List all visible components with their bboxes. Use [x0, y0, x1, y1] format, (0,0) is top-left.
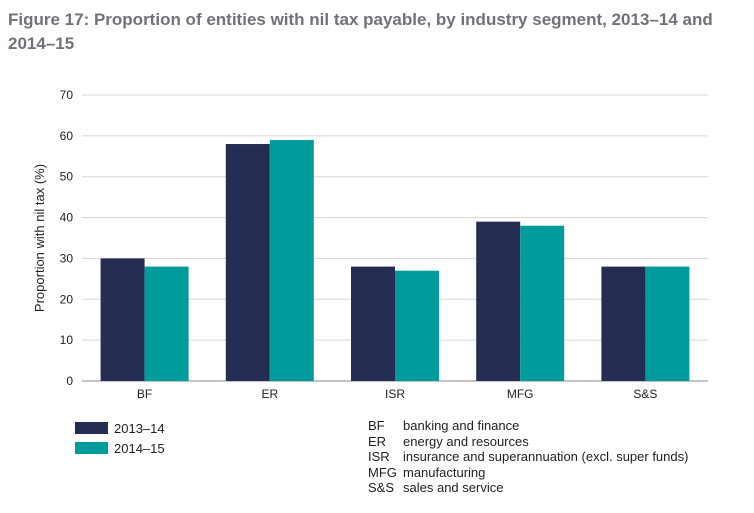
- y-tick-label: 30: [60, 251, 74, 265]
- abbreviation-row: S&S sales and service: [368, 480, 688, 496]
- abbreviation-row: BF banking and finance: [368, 418, 688, 434]
- abbreviation-code: BF: [368, 418, 385, 433]
- bar-series-2: [395, 270, 439, 381]
- y-tick-label: 10: [60, 333, 74, 347]
- bar-series-2: [645, 266, 690, 381]
- abbreviation-code: S&S: [368, 480, 395, 495]
- y-tick-label: 60: [60, 129, 74, 143]
- abbreviation-meaning: sales and service: [403, 480, 504, 495]
- abbreviation-code: MFG: [368, 464, 397, 480]
- bar-chart: 0 10 20 30 40 50 60 70 Proportion with nil tax (…: [32, 88, 708, 401]
- x-tick-label: ISR: [385, 387, 405, 401]
- bar-series-1: [476, 221, 521, 381]
- legend-item-series-1: 2013–14: [75, 418, 165, 438]
- legend-label-series-2: 2014–15: [114, 440, 165, 456]
- abbreviation-row: MFG manufacturing: [368, 465, 688, 481]
- x-tick-label: MFG: [507, 387, 534, 401]
- abbreviation-row: ISR insurance and superannuation (excl. …: [368, 449, 688, 465]
- abbreviation-key: BF banking and finance ER energy and res…: [368, 418, 688, 496]
- y-tick-label: 70: [60, 88, 74, 102]
- abbreviation-meaning: manufacturing: [403, 464, 486, 480]
- bar-series-2: [520, 225, 565, 381]
- y-axis-title: Proportion with nil tax (%): [32, 164, 47, 312]
- bar-series-1: [225, 144, 270, 381]
- y-tick-label: 0: [66, 374, 73, 388]
- bar-series-1: [601, 266, 646, 381]
- y-tick-label: 50: [60, 170, 74, 184]
- x-tick-label: S&S: [633, 387, 657, 401]
- abbreviation-meaning: energy and resources: [403, 433, 529, 449]
- abbreviation-code: ISR: [368, 449, 390, 464]
- legend-swatch-series-1: [75, 422, 108, 434]
- abbreviation-code: ER: [368, 433, 387, 449]
- abbreviation-row: ER energy and resources: [368, 434, 688, 450]
- y-tick-label: 40: [60, 211, 74, 225]
- x-tick-label: BF: [137, 387, 152, 401]
- bar-series-2: [144, 266, 189, 381]
- legend: 2013–14 2014–15: [75, 418, 165, 458]
- bar-series-2: [269, 139, 314, 381]
- legend-swatch-series-2: [75, 442, 108, 454]
- bar-series-1: [100, 258, 145, 381]
- legend-label-series-1: 2013–14: [114, 420, 165, 436]
- abbreviation-meaning: banking and finance: [403, 418, 520, 433]
- chart-title: Figure 17: Proportion of entities with n…: [8, 10, 713, 53]
- x-tick-label: ER: [261, 387, 278, 401]
- legend-item-series-2: 2014–15: [75, 438, 165, 458]
- bar-series-1: [351, 266, 395, 381]
- abbreviation-meaning: insurance and superannuation (excl. supe…: [403, 449, 689, 464]
- y-tick-label: 20: [60, 292, 74, 306]
